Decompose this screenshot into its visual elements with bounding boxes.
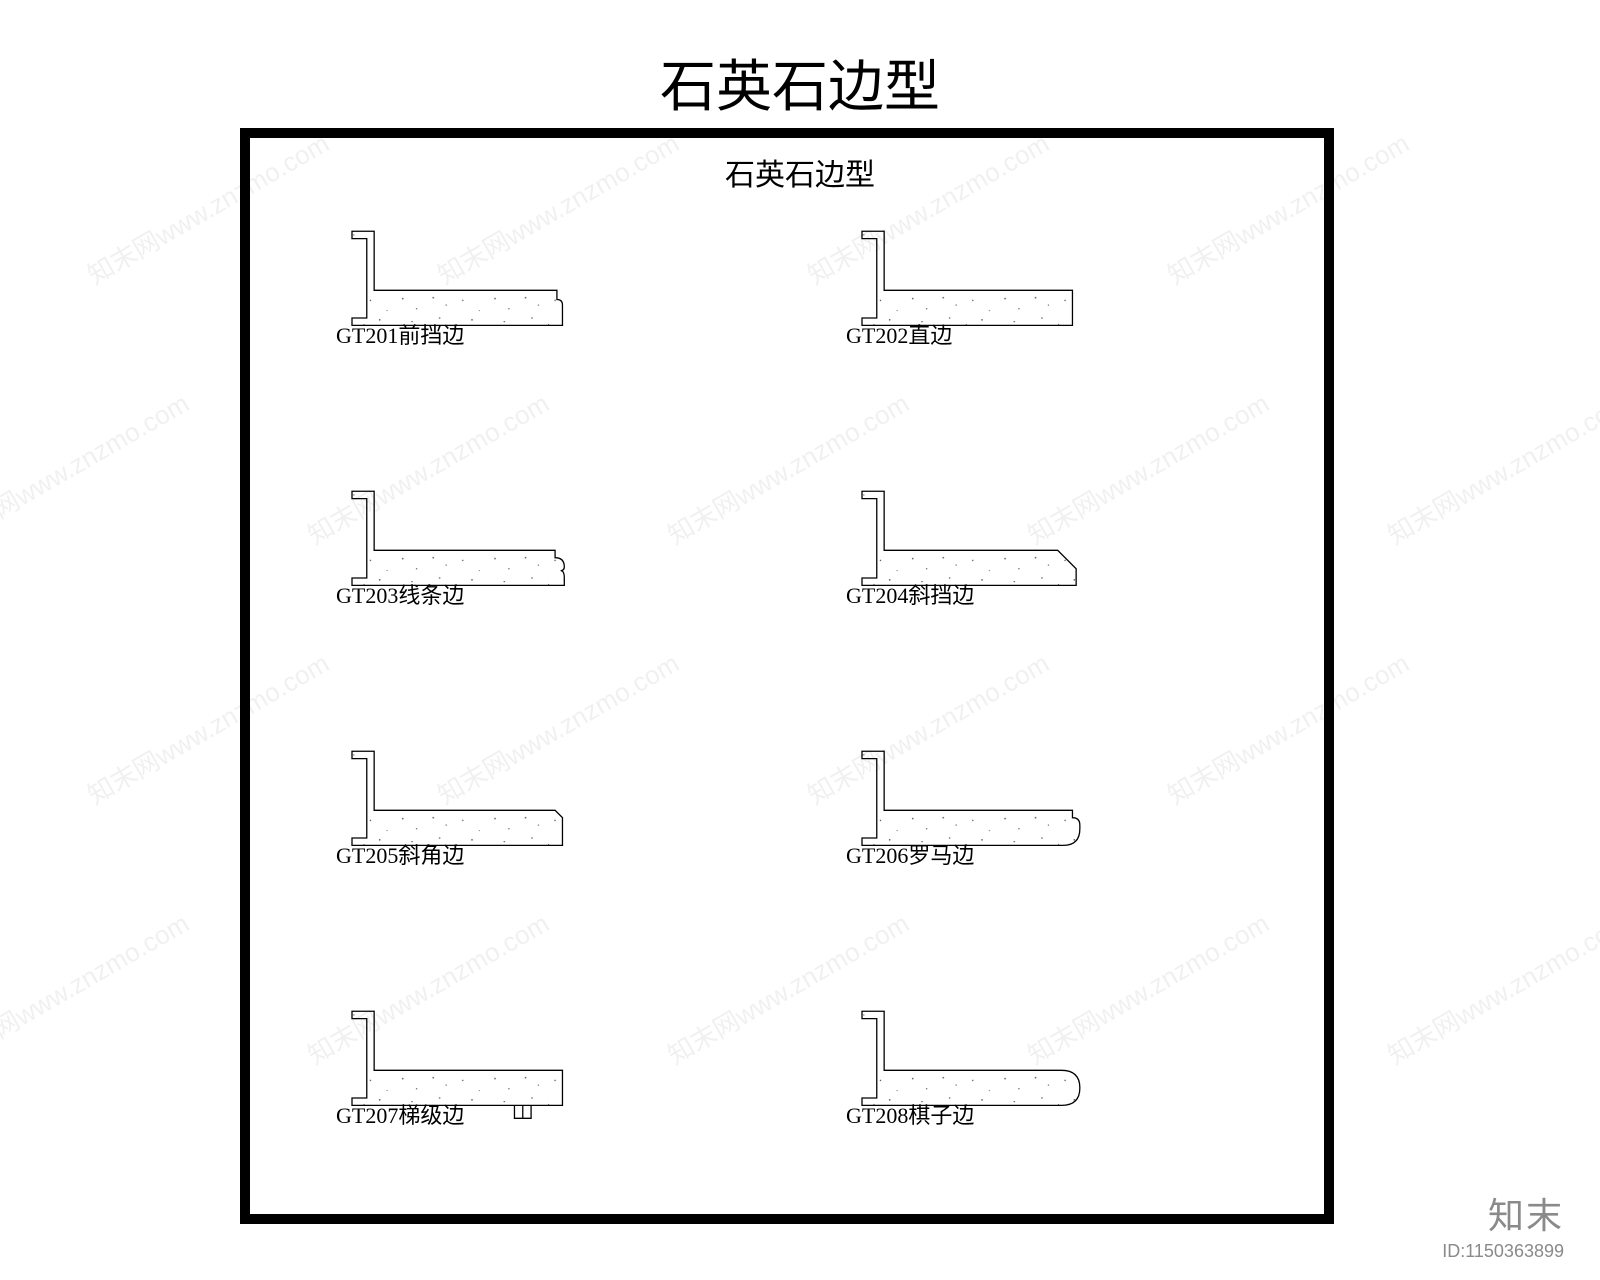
profile-label-GT203: GT203线条边 — [336, 578, 464, 610]
profile-label-GT208: GT208棋子边 — [846, 1098, 974, 1130]
profile-label-GT202: GT202直边 — [846, 318, 952, 350]
profile-cell-GT205: GT205斜角边 — [332, 742, 742, 922]
profile-label-GT205: GT205斜角边 — [336, 838, 464, 870]
profile-cell-GT202: GT202直边 — [842, 222, 1252, 402]
profile-label-GT206: GT206罗马边 — [846, 838, 974, 870]
page: 石英石边型 石英石边型 GT201前挡边 GT202直边 GT20 — [0, 0, 1600, 1280]
diagonal-watermark: 知末网www.znzmo.com — [0, 903, 195, 1072]
profile-cell-GT208: GT208棋子边 — [842, 1002, 1252, 1182]
footer-brand: 知末 — [1442, 1187, 1564, 1239]
diagonal-watermark: 知末网www.znzmo.com — [1380, 383, 1600, 552]
profile-cell-GT207: GT207梯级边 — [332, 1002, 742, 1182]
diagonal-watermark: 知末网www.znzmo.com — [1380, 903, 1600, 1072]
diagonal-watermark: 知末网www.znzmo.com — [0, 383, 195, 552]
profile-label-GT207: GT207梯级边 — [336, 1098, 464, 1130]
profile-cell-GT201: GT201前挡边 — [332, 222, 742, 402]
profile-cell-GT203: GT203线条边 — [332, 482, 742, 662]
footer-watermark: 知末 ID:1150363899 — [1442, 1187, 1564, 1262]
profile-label-GT204: GT204斜挡边 — [846, 578, 974, 610]
page-title: 石英石边型 — [0, 42, 1600, 123]
profile-cell-GT206: GT206罗马边 — [842, 742, 1252, 922]
profiles-grid: GT201前挡边 GT202直边 GT203线条边 GT204斜挡边 — [332, 222, 1252, 1182]
profile-label-GT201: GT201前挡边 — [336, 318, 464, 350]
profile-cell-GT204: GT204斜挡边 — [842, 482, 1252, 662]
frame-subtitle: 石英石边型 — [0, 150, 1600, 194]
footer-id: ID:1150363899 — [1442, 1241, 1564, 1262]
